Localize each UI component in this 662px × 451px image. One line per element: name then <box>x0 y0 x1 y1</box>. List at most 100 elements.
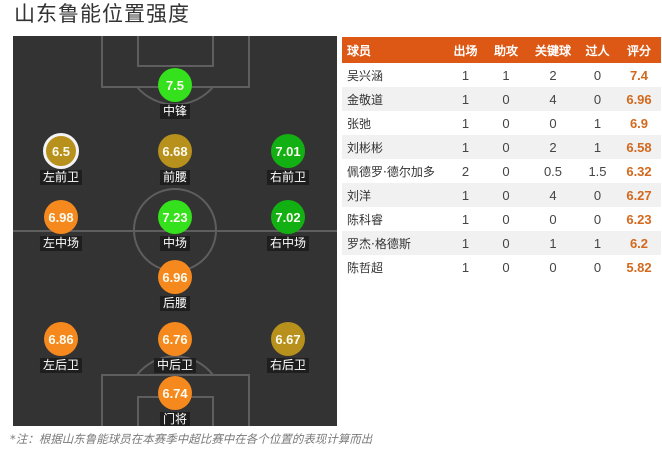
position-goalkeeper[interactable]: 6.74 门将 <box>135 376 215 426</box>
player-name: 吴兴涵 <box>347 68 384 83</box>
position-left-forward[interactable]: 6.5 左前卫 <box>21 133 101 194</box>
table-row[interactable]: 吴兴涵 1 1 2 0 7.4 <box>342 63 661 87</box>
position-centre-mid[interactable]: 7.23 中场 <box>135 200 215 260</box>
rating: 6.9 <box>629 115 649 131</box>
rating: 6.2 <box>629 235 649 251</box>
assists: 0 <box>502 139 510 155</box>
rating: 6.58 <box>626 139 652 155</box>
position-label: 中锋 <box>159 104 191 119</box>
rating-bubble[interactable]: 6.98 <box>44 200 78 234</box>
dribbles: 0 <box>593 187 602 203</box>
position-label: 中后卫 <box>153 358 197 373</box>
position-label: 右中场 <box>266 236 310 251</box>
position-left-back[interactable]: 6.86 左后卫 <box>21 322 101 382</box>
appearances: 1 <box>461 211 470 227</box>
player-stats-table: 球员 出场 助攻 关键球 过人 评分 吴兴涵 1 1 2 0 7.4 金敬道 1… <box>342 37 661 279</box>
key-passes: 2 <box>549 67 557 83</box>
dribbles: 0 <box>593 67 602 83</box>
position-striker[interactable]: 7.5 中锋 <box>135 68 215 128</box>
rating: 7.4 <box>629 67 649 83</box>
key-passes: 0 <box>549 259 557 275</box>
appearances: 1 <box>461 67 470 83</box>
rating-bubble[interactable]: 6.74 <box>158 376 192 410</box>
header-rating[interactable]: 评分 <box>626 43 651 58</box>
player-name: 罗杰·格德斯 <box>347 236 411 251</box>
rating-bubble[interactable]: 7.02 <box>271 200 305 234</box>
rating: 5.82 <box>626 259 652 275</box>
rating: 6.96 <box>626 91 652 107</box>
player-name: 刘彬彬 <box>347 140 384 155</box>
table-row[interactable]: 陈科睿 1 0 0 0 6.23 <box>342 207 661 231</box>
table-row[interactable]: 佩德罗·德尔加多 2 0 0.5 1.5 6.32 <box>342 159 661 183</box>
dribbles: 1.5 <box>588 163 607 179</box>
rating-bubble[interactable]: 6.67 <box>271 322 305 356</box>
table-row[interactable]: 张弛 1 0 0 1 6.9 <box>342 111 661 135</box>
key-passes: 0 <box>549 115 557 131</box>
assists: 0 <box>502 163 510 179</box>
table-header: 球员 出场 助攻 关键球 过人 评分 <box>342 37 661 63</box>
position-right-forward[interactable]: 7.01 右前卫 <box>248 134 328 194</box>
table-row[interactable]: 罗杰·格德斯 1 0 1 1 6.2 <box>342 231 661 255</box>
header-player[interactable]: 球员 <box>347 43 372 58</box>
assists: 0 <box>502 91 510 107</box>
appearances: 2 <box>461 163 470 179</box>
assists: 0 <box>502 211 510 227</box>
position-label: 右前卫 <box>266 170 310 185</box>
position-label: 前腰 <box>159 170 191 185</box>
rating-bubble[interactable]: 6.96 <box>158 260 192 294</box>
table-row[interactable]: 刘洋 1 0 4 0 6.27 <box>342 183 661 207</box>
rating-bubble[interactable]: 7.23 <box>158 200 192 234</box>
table-row[interactable]: 金敬道 1 0 4 0 6.96 <box>342 87 661 111</box>
dribbles: 0 <box>593 91 602 107</box>
assists: 0 <box>502 235 510 251</box>
position-label: 门将 <box>159 412 191 426</box>
appearances: 1 <box>461 91 470 107</box>
rating-bubble[interactable]: 6.5 <box>43 133 79 169</box>
header-dribbles[interactable]: 过人 <box>585 43 610 58</box>
player-name: 佩德罗·德尔加多 <box>347 164 435 179</box>
position-label: 后腰 <box>159 296 191 311</box>
player-name: 陈哲超 <box>347 260 384 275</box>
dribbles: 0 <box>593 259 602 275</box>
dribbles: 1 <box>593 115 602 131</box>
appearances: 1 <box>461 259 470 275</box>
player-name: 金敬道 <box>347 92 384 107</box>
dribbles: 0 <box>593 211 602 227</box>
assists: 0 <box>502 115 510 131</box>
rating-bubble[interactable]: 7.5 <box>158 68 192 102</box>
key-passes: 0 <box>549 211 557 227</box>
position-attacking-mid[interactable]: 6.68 前腰 <box>135 134 215 194</box>
position-label: 左后卫 <box>39 358 83 373</box>
position-centre-back[interactable]: 6.76 中后卫 <box>135 322 215 382</box>
footnote: *注：根据山东鲁能球员在本赛季中超比赛中在各个位置的表现计算而出 <box>10 432 373 446</box>
rating-bubble[interactable]: 6.76 <box>158 322 192 356</box>
table-row[interactable]: 刘彬彬 1 0 2 1 6.58 <box>342 135 661 159</box>
rating-bubble[interactable]: 7.01 <box>271 134 305 168</box>
key-passes: 0.5 <box>543 163 563 179</box>
header-appearances[interactable]: 出场 <box>453 43 478 58</box>
player-name: 刘洋 <box>347 188 372 203</box>
rating-bubble[interactable]: 6.68 <box>158 134 192 168</box>
position-defensive-mid[interactable]: 6.96 后腰 <box>135 260 215 320</box>
rating: 6.32 <box>626 163 652 179</box>
page-title: 山东鲁能位置强度 <box>14 2 190 26</box>
assists: 0 <box>502 187 510 203</box>
header-assists[interactable]: 助攻 <box>493 43 518 58</box>
position-right-mid[interactable]: 7.02 右中场 <box>248 200 328 260</box>
rating: 6.23 <box>626 211 652 227</box>
appearances: 1 <box>461 187 470 203</box>
appearances: 1 <box>461 115 470 131</box>
table-row[interactable]: 陈哲超 1 0 0 0 5.82 <box>342 255 661 279</box>
rating-bubble[interactable]: 6.86 <box>44 322 78 356</box>
player-name: 张弛 <box>347 116 372 131</box>
position-left-mid[interactable]: 6.98 左中场 <box>21 200 101 260</box>
position-right-back[interactable]: 6.67 右后卫 <box>248 322 328 382</box>
header-key-passes[interactable]: 关键球 <box>534 43 571 58</box>
assists: 1 <box>502 67 510 83</box>
position-label: 左中场 <box>39 236 83 251</box>
position-label: 右后卫 <box>266 358 310 373</box>
position-label: 中场 <box>159 236 191 251</box>
key-passes: 1 <box>549 235 557 251</box>
appearances: 1 <box>461 235 470 251</box>
key-passes: 4 <box>549 91 557 107</box>
